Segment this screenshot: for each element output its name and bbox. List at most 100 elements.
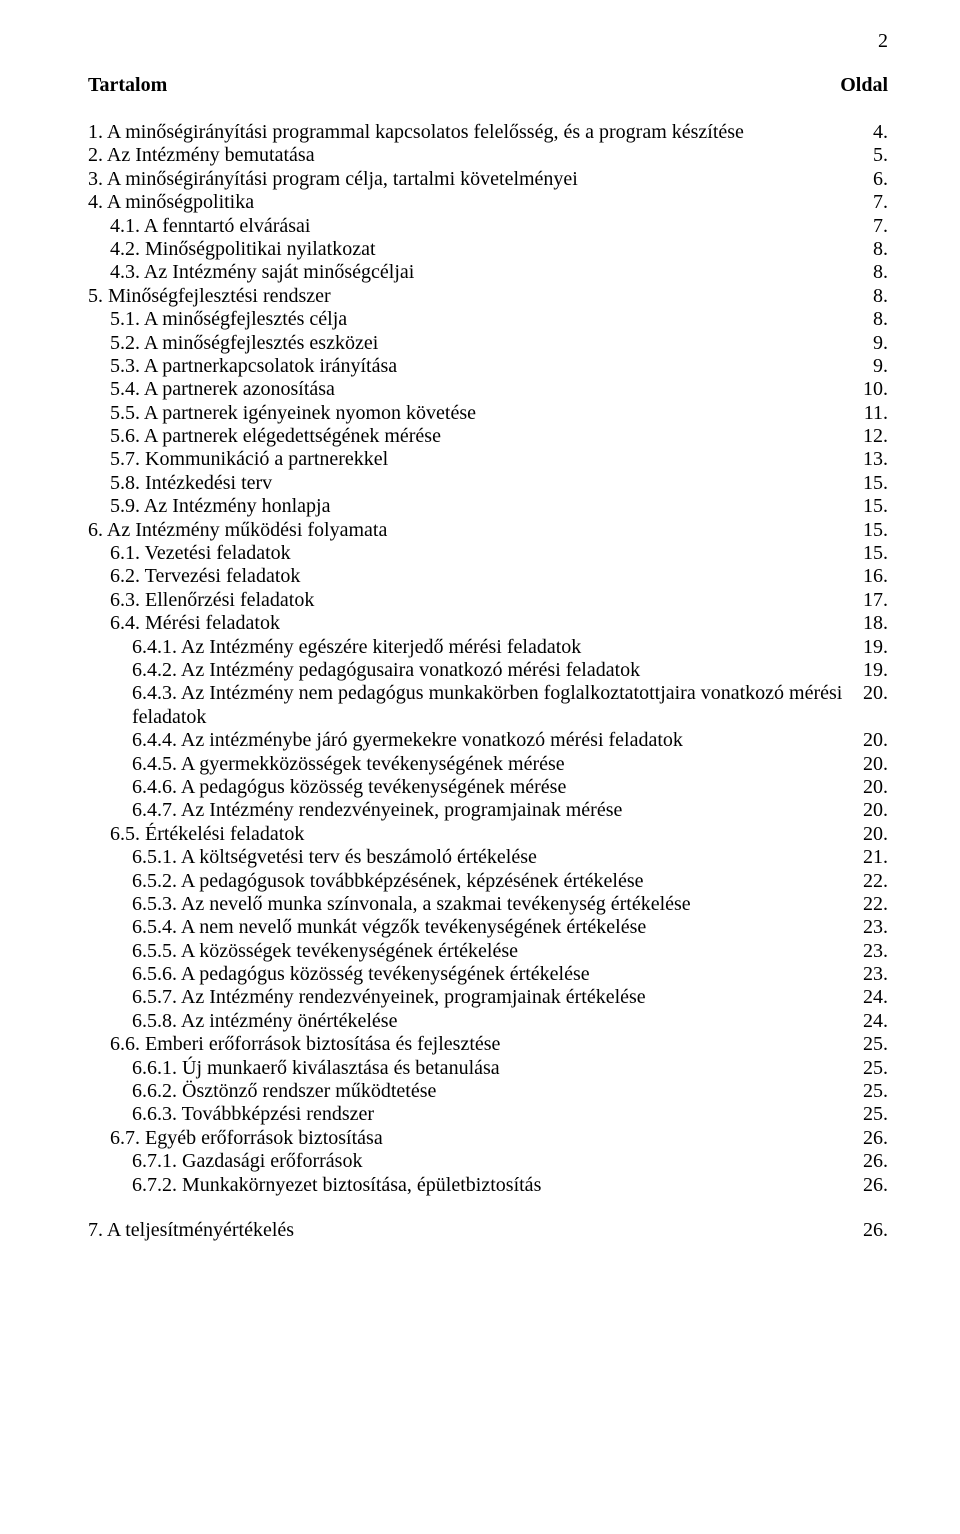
toc-label: 5.5. A partnerek igényeinek nyomon követ… (110, 402, 864, 425)
toc-label: 5.2. A minőségfejlesztés eszközei (110, 332, 873, 355)
toc-label: 6.6.2. Ösztönző rendszer működtetése (132, 1080, 863, 1103)
spacer (88, 1197, 888, 1219)
toc-label: 6.7.1. Gazdasági erőforrások (132, 1150, 863, 1173)
toc-row: 6.5.5. A közösségek tevékenységének érté… (88, 940, 888, 963)
toc-page: 20. (863, 729, 888, 752)
toc-page: 15. (863, 495, 888, 518)
toc-page: 20. (863, 776, 888, 799)
toc-label: 6. Az Intézmény működési folyamata (88, 519, 863, 542)
toc-page: 25. (863, 1103, 888, 1126)
toc-label: 6.4.1. Az Intézmény egészére kiterjedő m… (132, 636, 863, 659)
toc-footer-row: 7. A teljesítményértékelés 26. (88, 1219, 888, 1242)
page-number: 2 (878, 30, 888, 53)
toc-label: 6.4.4. Az intézménybe járó gyermekekre v… (132, 729, 863, 752)
toc-row: 6.7.1. Gazdasági erőforrások26. (88, 1150, 888, 1173)
toc-row: 3. A minőségirányítási program célja, ta… (88, 168, 888, 191)
toc-page: 23. (863, 916, 888, 939)
toc-row: 4.1. A fenntartó elvárásai7. (88, 215, 888, 238)
toc-row: 2. Az Intézmény bemutatása5. (88, 144, 888, 167)
toc-header-left: Tartalom (88, 74, 167, 97)
toc-page: 16. (863, 565, 888, 588)
toc-label: 5.9. Az Intézmény honlapja (110, 495, 863, 518)
toc-page: 15. (863, 542, 888, 565)
toc-label: 6.1. Vezetési feladatok (110, 542, 863, 565)
toc-page: 8. (873, 308, 888, 331)
toc-page: 17. (863, 589, 888, 612)
toc-label: 6.4. Mérési feladatok (110, 612, 863, 635)
toc-body: 1. A minőségirányítási programmal kapcso… (88, 121, 888, 1197)
toc-page: 6. (873, 168, 888, 191)
toc-row: 6.7.2. Munkakörnyezet biztosítása, épüle… (88, 1174, 888, 1197)
toc-page: 25. (863, 1080, 888, 1103)
toc-row: 5.1. A minőségfejlesztés célja8. (88, 308, 888, 331)
toc-page: 26. (863, 1150, 888, 1173)
toc-page: 25. (863, 1057, 888, 1080)
toc-label: 4.3. Az Intézmény saját minőségcéljai (110, 261, 873, 284)
toc-page: 24. (863, 986, 888, 1009)
toc-label: 6.6.1. Új munkaerő kiválasztása és betan… (132, 1057, 863, 1080)
toc-row: 6.6.1. Új munkaerő kiválasztása és betan… (88, 1057, 888, 1080)
toc-label: 4. A minőségpolitika (88, 191, 873, 214)
toc-page: 5. (873, 144, 888, 167)
toc-page: 24. (863, 1010, 888, 1033)
toc-label: 5.1. A minőségfejlesztés célja (110, 308, 873, 331)
toc-page: 20. (863, 799, 888, 822)
toc-header: Tartalom Oldal (88, 74, 888, 97)
toc-label: 5.7. Kommunikáció a partnerekkel (110, 448, 863, 471)
toc-row: 1. A minőségirányítási programmal kapcso… (88, 121, 888, 144)
toc-row: 6.5.2. A pedagógusok továbbképzésének, k… (88, 870, 888, 893)
toc-label: 6.4.7. Az Intézmény rendezvényeinek, pro… (132, 799, 863, 822)
toc-row: 6.5. Értékelési feladatok20. (88, 823, 888, 846)
toc-page: 19. (863, 659, 888, 682)
toc-page: 22. (863, 893, 888, 916)
toc-row: 4.2. Minőségpolitikai nyilatkozat8. (88, 238, 888, 261)
toc-page: 21. (863, 846, 888, 869)
toc-row: 4. A minőségpolitika7. (88, 191, 888, 214)
toc-row: 6.5.8. Az intézmény önértékelése24. (88, 1010, 888, 1033)
toc-row: 6.5.4. A nem nevelő munkát végzők tevéke… (88, 916, 888, 939)
toc-label: 6.3. Ellenőrzési feladatok (110, 589, 863, 612)
toc-page: 8. (873, 261, 888, 284)
toc-row: 5. Minőségfejlesztési rendszer8. (88, 285, 888, 308)
toc-row: 5.3. A partnerkapcsolatok irányítása9. (88, 355, 888, 378)
toc-label: 6.5.6. A pedagógus közösség tevékenységé… (132, 963, 863, 986)
toc-label: 6.4.3. Az Intézmény nem pedagógus munkak… (132, 682, 863, 729)
toc-page: 10. (863, 378, 888, 401)
toc-row: 6.6.2. Ösztönző rendszer működtetése25. (88, 1080, 888, 1103)
toc-row: 6.5.1. A költségvetési terv és beszámoló… (88, 846, 888, 869)
toc-row: 5.7. Kommunikáció a partnerekkel13. (88, 448, 888, 471)
toc-label: 5. Minőségfejlesztési rendszer (88, 285, 873, 308)
toc-row: 6. Az Intézmény működési folyamata15. (88, 519, 888, 542)
toc-label: 6.7. Egyéb erőforrások biztosítása (110, 1127, 863, 1150)
toc-label: 5.3. A partnerkapcsolatok irányítása (110, 355, 873, 378)
toc-row: 6.5.3. Az nevelő munka színvonala, a sza… (88, 893, 888, 916)
toc-page: 9. (873, 332, 888, 355)
toc-row: 5.8. Intézkedési terv15. (88, 472, 888, 495)
toc-label: 6.5.3. Az nevelő munka színvonala, a sza… (132, 893, 863, 916)
toc-page: 20. (863, 753, 888, 776)
toc-page: 7. (873, 191, 888, 214)
toc-row: 6.4.4. Az intézménybe járó gyermekekre v… (88, 729, 888, 752)
toc-label: 6.4.6. A pedagógus közösség tevékenységé… (132, 776, 863, 799)
toc-row: 5.2. A minőségfejlesztés eszközei9. (88, 332, 888, 355)
toc-label: 6.7.2. Munkakörnyezet biztosítása, épüle… (132, 1174, 863, 1197)
toc-row: 6.6. Emberi erőforrások biztosítása és f… (88, 1033, 888, 1056)
toc-row: 5.6. A partnerek elégedettségének mérése… (88, 425, 888, 448)
toc-page: 26. (863, 1174, 888, 1197)
toc-label: 6.2. Tervezési feladatok (110, 565, 863, 588)
toc-label: 6.6. Emberi erőforrások biztosítása és f… (110, 1033, 863, 1056)
toc-page: 20. (863, 823, 888, 846)
toc-label: 6.5.8. Az intézmény önértékelése (132, 1010, 863, 1033)
toc-label: 1. A minőségirányítási programmal kapcso… (88, 121, 873, 144)
toc-label: 4.1. A fenntartó elvárásai (110, 215, 873, 238)
toc-row: 6.5.6. A pedagógus közösség tevékenységé… (88, 963, 888, 986)
toc-page: 26. (863, 1219, 888, 1242)
toc-label: 4.2. Minőségpolitikai nyilatkozat (110, 238, 873, 261)
toc-row: 6.3. Ellenőrzési feladatok17. (88, 589, 888, 612)
page: 2 Tartalom Oldal 1. A minőségirányítási … (0, 0, 960, 1534)
toc-page: 15. (863, 519, 888, 542)
toc-label: 6.4.2. Az Intézmény pedagógusaira vonatk… (132, 659, 863, 682)
toc-page: 23. (863, 940, 888, 963)
toc-page: 12. (863, 425, 888, 448)
toc-row: 5.4. A partnerek azonosítása10. (88, 378, 888, 401)
